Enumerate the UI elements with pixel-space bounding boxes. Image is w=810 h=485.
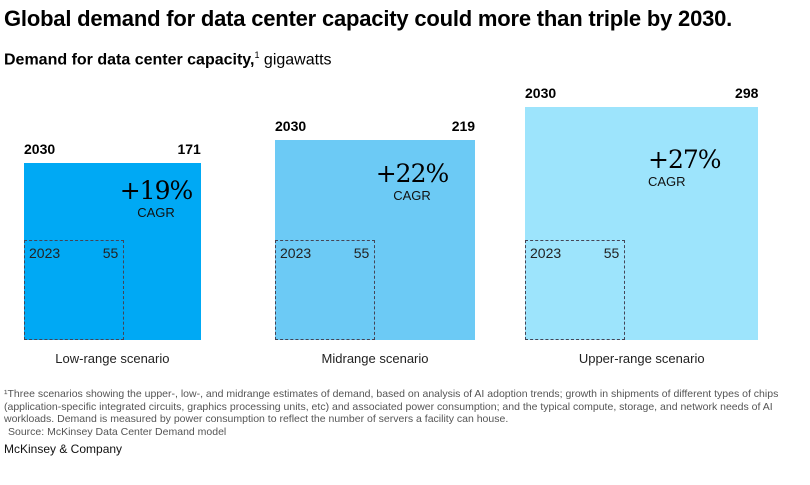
label-2030-year: 2030 bbox=[275, 117, 307, 134]
cagr-text: CAGR bbox=[648, 174, 686, 189]
label-2023-year: 2023 bbox=[29, 244, 61, 261]
brand-logo-text: McKinsey & Company bbox=[4, 442, 123, 456]
subtitle-main: Demand for data center capacity, bbox=[4, 51, 255, 69]
scenario-square-2023 bbox=[24, 239, 125, 340]
label-2023-year: 2023 bbox=[530, 244, 562, 261]
label-2030-value: 171 bbox=[177, 141, 201, 158]
scenario-label: Midrange scenario bbox=[321, 351, 429, 366]
footnote-1: ¹Three scenarios showing the upper-, low… bbox=[4, 388, 779, 425]
scenario-label: Low-range scenario bbox=[55, 351, 170, 366]
source-note: Source: McKinsey Data Center Demand mode… bbox=[8, 425, 227, 438]
label-2023-value: 55 bbox=[353, 244, 370, 261]
cagr-text: CAGR bbox=[137, 205, 175, 220]
cagr-label: +27% CAGR bbox=[648, 145, 722, 189]
chart-subtitle: Demand for data center capacity,1 gigawa… bbox=[4, 50, 332, 69]
footnotes: ¹Three scenarios showing the upper-, low… bbox=[4, 388, 794, 438]
cagr-text: CAGR bbox=[393, 188, 431, 203]
scenario-square-2023 bbox=[275, 239, 376, 340]
label-2023-value: 55 bbox=[102, 244, 119, 261]
chart-title: Global demand for data center capacity c… bbox=[4, 6, 733, 31]
label-2023-value: 55 bbox=[603, 244, 620, 261]
chart-area: 2030 171 2023 55 +19% CAGR Low-range scenario 2… bbox=[24, 84, 759, 366]
label-2030-value: 298 bbox=[735, 84, 759, 101]
scenario-label: Upper-range scenario bbox=[578, 351, 705, 366]
label-2030-value: 219 bbox=[451, 117, 476, 134]
scenario-square-2023 bbox=[525, 239, 626, 340]
cagr-label: +19% CAGR bbox=[118, 176, 194, 220]
cagr-value: +19% bbox=[119, 176, 194, 205]
scenario-square-2030 bbox=[24, 163, 201, 340]
label-2030-year: 2030 bbox=[525, 84, 557, 101]
label-2030-year: 2030 bbox=[24, 141, 56, 158]
label-2023-year: 2023 bbox=[280, 244, 312, 261]
scenario-square-2030 bbox=[525, 106, 759, 340]
cagr-value: +22% bbox=[375, 159, 450, 188]
cagr-value: +27% bbox=[648, 145, 722, 174]
subtitle-unit: gigawatts bbox=[259, 51, 332, 69]
cagr-label: +22% CAGR bbox=[374, 159, 450, 203]
footnote-mark: 1 bbox=[254, 50, 260, 60]
